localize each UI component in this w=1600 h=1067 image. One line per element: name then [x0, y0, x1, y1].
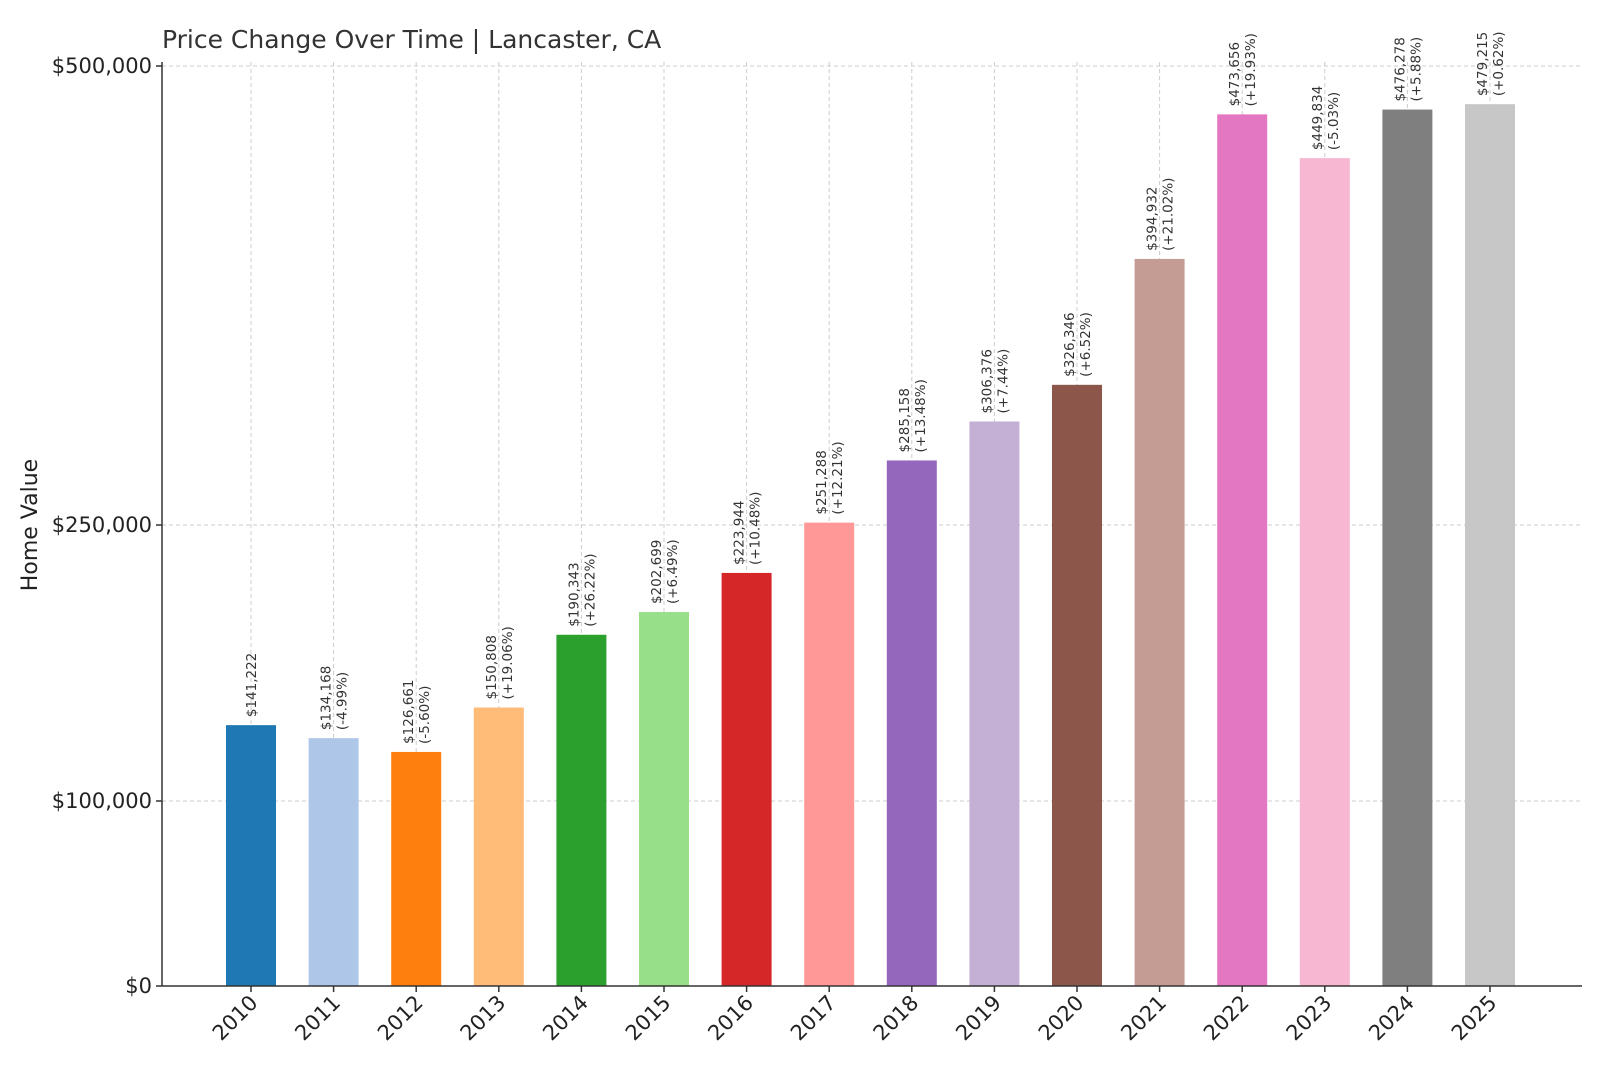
data-label-2022: $473,656 (+19.93%): [1227, 33, 1259, 106]
x-tick-label: 2022: [1199, 991, 1254, 1046]
data-label-2025: $479,215 (+0.62%): [1475, 31, 1507, 96]
x-tick-label: 2024: [1364, 991, 1419, 1046]
bar-2015: [639, 612, 689, 986]
y-tick-label: $0: [125, 974, 152, 998]
data-label-2021: $394,932 (+21.02%): [1145, 178, 1177, 251]
change-label: (+21.02%): [1161, 178, 1177, 251]
bar-2011: [308, 738, 359, 986]
data-label-2010: $141,222: [244, 653, 260, 717]
data-label-2023: $449,834 (-5.03%): [1310, 86, 1342, 150]
x-tick-label: 2019: [951, 991, 1006, 1046]
change-label: (+13.48%): [913, 379, 929, 452]
y-tick-label: $250,000: [52, 513, 152, 537]
bars-layer: [226, 104, 1515, 987]
value-label: $394,932: [1145, 186, 1161, 250]
bar-2024: [1382, 109, 1433, 986]
data-label-2019: $306,376 (+7.44%): [979, 349, 1011, 414]
value-label: $306,376: [979, 349, 995, 413]
value-label: $202,699: [649, 540, 665, 604]
change-label: (-4.99%): [335, 672, 351, 730]
bar-2016: [721, 572, 772, 986]
x-tick-label: 2010: [208, 991, 263, 1046]
x-tick-label: 2015: [621, 991, 676, 1046]
value-label: $141,222: [244, 653, 260, 717]
value-label: $223,944: [732, 501, 748, 565]
change-label: (+6.49%): [665, 539, 681, 604]
data-label-2024: $476,278 (+5.88%): [1392, 37, 1424, 102]
change-label: (+5.88%): [1408, 37, 1424, 102]
value-label: $150,808: [484, 635, 500, 699]
x-tick-label: 2018: [869, 991, 924, 1046]
change-label: (+6.52%): [1078, 312, 1094, 377]
data-label-2018: $285,158 (+13.48%): [897, 379, 929, 452]
value-label: $476,278: [1392, 37, 1408, 101]
value-label: $479,215: [1475, 32, 1491, 96]
bar-2010: [226, 725, 276, 986]
value-label: $326,346: [1062, 312, 1078, 376]
bar-2025: [1465, 104, 1515, 987]
bar-2020: [1052, 384, 1102, 986]
data-label-2011: $134,168 (-4.99%): [319, 666, 351, 730]
y-axis-label: Home Value: [18, 459, 43, 591]
x-tick-label: 2017: [786, 991, 841, 1046]
x-tick-label: 2013: [456, 991, 511, 1046]
bar-2013: [473, 707, 524, 986]
change-label: (-5.03%): [1326, 92, 1342, 150]
bar-2017: [804, 522, 855, 986]
data-label-2015: $202,699 (+6.49%): [649, 539, 681, 604]
y-tick-label: $500,000: [52, 54, 152, 78]
x-tick-label: 2023: [1282, 991, 1337, 1046]
change-label: (+0.62%): [1491, 31, 1507, 96]
value-label: $190,343: [566, 562, 582, 626]
x-tick-label: 2011: [290, 991, 345, 1046]
change-label: (+19.06%): [500, 626, 516, 699]
chart-title: Price Change Over Time | Lancaster, CA: [162, 25, 661, 54]
x-tick-label: 2021: [1116, 991, 1171, 1046]
value-label: $251,288: [814, 450, 830, 514]
bar-2022: [1217, 114, 1268, 987]
data-label-2014: $190,343 (+26.22%): [566, 553, 598, 626]
change-label: (+7.44%): [995, 349, 1011, 414]
value-label: $285,158: [897, 388, 913, 452]
bar-2021: [1134, 258, 1185, 986]
change-label: (+12.21%): [830, 441, 846, 514]
x-tick-label: 2014: [538, 991, 593, 1046]
bar-2012: [391, 751, 442, 986]
bar-2014: [556, 634, 607, 986]
x-tick-label: 2020: [1034, 991, 1089, 1046]
data-label-2016: $223,944 (+10.48%): [732, 492, 764, 565]
data-label-2017: $251,288 (+12.21%): [814, 441, 846, 514]
grid-layer: [162, 62, 1582, 986]
change-label: (-5.60%): [417, 686, 433, 744]
change-label: (+19.93%): [1243, 33, 1259, 106]
change-label: (+10.48%): [748, 492, 764, 565]
y-tick-label: $100,000: [52, 789, 152, 813]
change-label: (+26.22%): [582, 553, 598, 626]
data-label-2020: $326,346 (+6.52%): [1062, 312, 1094, 377]
data-labels-layer: $141,222 $134,168 (-4.99%) $126,661 (-5.60%)…: [244, 31, 1507, 744]
value-label: $134,168: [319, 666, 335, 730]
value-label: $449,834: [1310, 86, 1326, 150]
x-tick-label: 2025: [1447, 991, 1502, 1046]
x-tick-label: 2012: [373, 991, 428, 1046]
bar-2023: [1299, 158, 1350, 986]
data-label-2012: $126,661 (-5.60%): [401, 680, 433, 744]
x-tick-label: 2016: [703, 991, 758, 1046]
bar-2019: [969, 421, 1020, 986]
value-label: $473,656: [1227, 42, 1243, 106]
value-label: $126,661: [401, 680, 417, 744]
data-label-2013: $150,808 (+19.06%): [484, 626, 516, 699]
bar-2018: [886, 460, 937, 986]
